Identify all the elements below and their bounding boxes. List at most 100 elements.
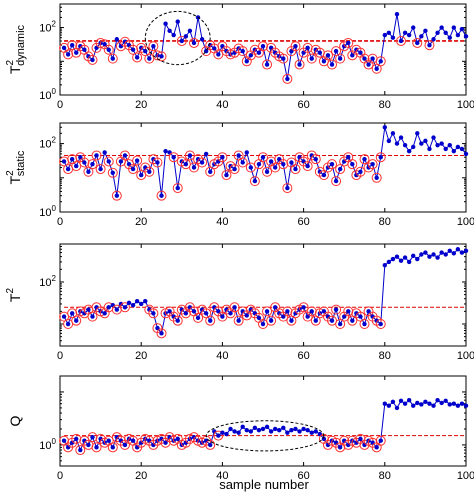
chart-panel-4: 0 20 40 60 80 100 100 Q: [7, 375, 474, 482]
data-point: [337, 445, 343, 450]
in-control-ring-marker: [375, 435, 386, 446]
data-point: [114, 37, 120, 42]
data-point: [102, 150, 107, 155]
in-control-ring-marker: [335, 164, 346, 175]
data-point: [147, 56, 152, 61]
data-point: [134, 445, 140, 450]
in-control-ring-marker: [262, 59, 273, 70]
data-point: [390, 256, 396, 262]
data-point: [305, 427, 310, 433]
data-point: [411, 253, 416, 258]
data-point: [74, 318, 79, 323]
in-control-ring-marker: [91, 150, 102, 161]
data-point: [130, 438, 136, 443]
x-tick-label: 20: [135, 470, 147, 482]
in-control-ring-marker: [83, 166, 94, 177]
data-point: [435, 30, 440, 35]
in-control-ring-marker: [119, 150, 130, 161]
data-point: [90, 57, 95, 63]
data-point: [447, 35, 452, 40]
data-point: [106, 438, 111, 443]
in-control-ring-marker: [75, 445, 86, 456]
data-point: [325, 314, 331, 319]
data-point: [297, 429, 302, 434]
data-point: [106, 159, 111, 164]
data-point: [394, 141, 400, 146]
data-point: [110, 56, 115, 61]
data-point: [423, 250, 428, 255]
data-point: [90, 161, 95, 167]
data-point: [179, 38, 184, 44]
data-point: [130, 166, 136, 172]
data-point: [167, 309, 172, 314]
data-point: [337, 321, 343, 327]
data-point: [285, 309, 290, 314]
data-point: [69, 440, 75, 445]
y-axis-label: T2: [5, 288, 23, 303]
data-point: [402, 142, 408, 148]
data-point: [362, 156, 367, 162]
in-control-ring-marker: [107, 167, 118, 178]
in-control-ring-marker: [371, 63, 382, 74]
data-point: [459, 250, 465, 255]
in-control-ring-marker: [128, 44, 139, 55]
in-control-ring-marker: [87, 311, 98, 322]
data-point: [248, 429, 254, 434]
in-control-ring-marker: [144, 166, 155, 177]
data-point: [65, 321, 71, 327]
in-control-ring-marker: [331, 46, 342, 57]
x-tick-label: 40: [216, 99, 228, 111]
data-point: [317, 169, 323, 174]
data-point: [183, 440, 189, 445]
y-axis-label: Q: [7, 415, 23, 426]
data-point: [309, 430, 314, 435]
data-point: [415, 131, 420, 136]
data-point: [191, 165, 197, 170]
annotation-ellipse: [205, 420, 325, 452]
data-point: [431, 135, 436, 140]
x-tick-label: 0: [57, 216, 63, 228]
x-tick-label: 100: [457, 99, 474, 111]
data-point: [313, 429, 318, 434]
in-control-ring-marker: [262, 166, 273, 177]
data-point: [167, 28, 172, 34]
data-point: [260, 155, 266, 160]
data-point: [183, 34, 189, 39]
in-control-ring-marker: [132, 52, 143, 63]
data-point: [65, 445, 71, 450]
data-point: [390, 399, 396, 405]
data-point: [260, 321, 266, 327]
in-control-ring-marker: [213, 430, 224, 441]
data-point: [151, 156, 156, 162]
data-point: [382, 263, 387, 268]
data-point: [252, 311, 258, 316]
data-point: [285, 185, 290, 191]
data-point: [378, 59, 383, 64]
data-point: [382, 32, 387, 38]
in-control-ring-marker: [233, 315, 244, 326]
data-point: [268, 318, 274, 323]
data-point: [159, 54, 164, 59]
in-control-ring-marker: [322, 50, 333, 61]
in-control-ring-marker: [111, 190, 122, 201]
data-point: [333, 178, 339, 184]
data-point: [155, 325, 160, 331]
in-control-ring-marker: [87, 54, 98, 65]
data-point: [86, 442, 91, 448]
data-point: [82, 311, 87, 316]
in-control-ring-marker: [172, 183, 183, 194]
data-point: [370, 440, 375, 445]
data-point: [382, 401, 387, 406]
data-point: [203, 151, 209, 157]
in-control-ring-marker: [176, 35, 187, 46]
in-control-ring-marker: [71, 315, 82, 326]
data-point: [451, 401, 457, 406]
data-point: [122, 39, 128, 44]
data-point: [293, 44, 298, 49]
in-control-ring-marker: [282, 73, 293, 84]
in-control-ring-marker: [119, 302, 130, 313]
data-point: [130, 47, 136, 52]
axes-frame: [59, 375, 467, 467]
data-point: [86, 307, 91, 312]
